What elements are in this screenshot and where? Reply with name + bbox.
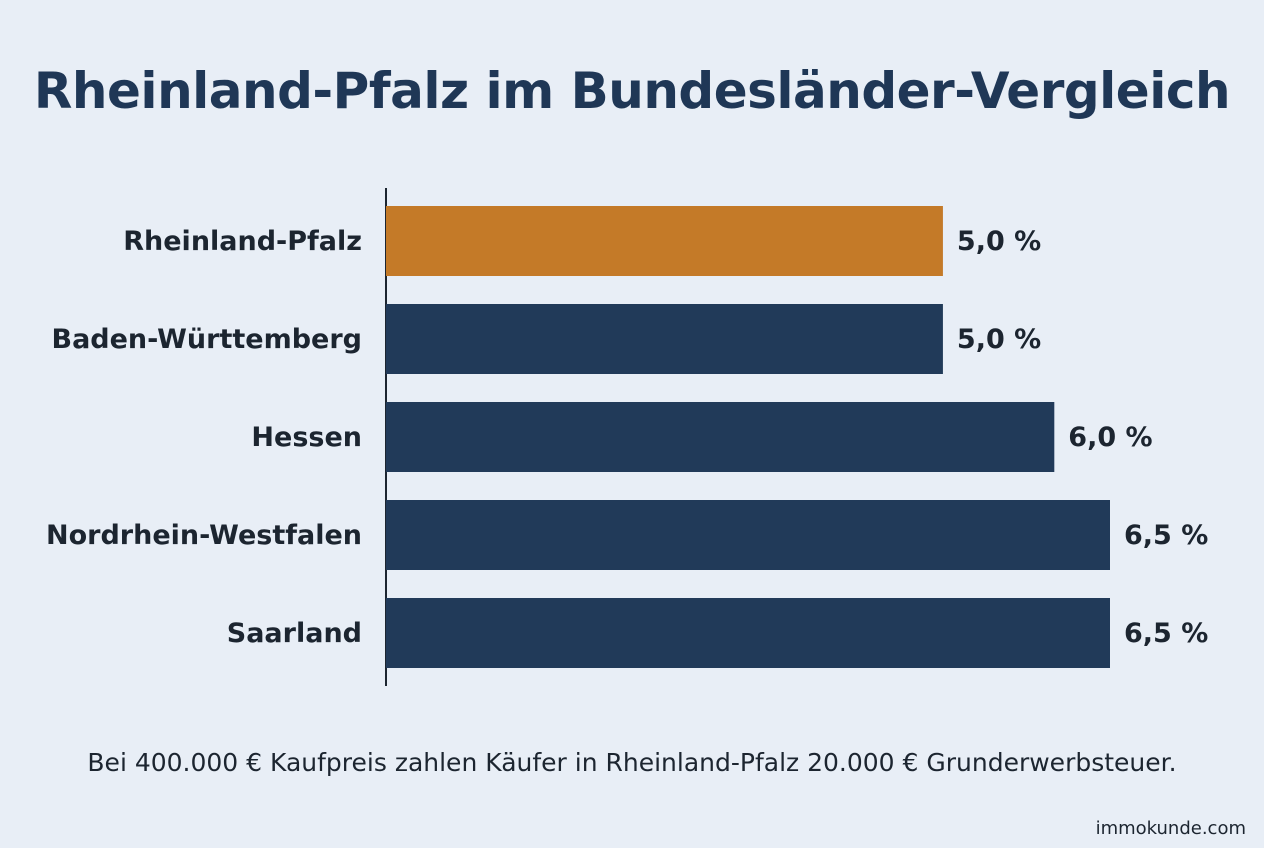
bar-2 — [386, 402, 1055, 472]
value-label: 6,5 % — [1124, 520, 1208, 551]
bar-1 — [386, 304, 943, 374]
category-label: Nordrhein-Westfalen — [46, 520, 362, 551]
value-label: 5,0 % — [957, 226, 1041, 257]
category-label: Rheinland-Pfalz — [123, 226, 362, 257]
value-label: 6,0 % — [1068, 422, 1152, 453]
bar-4 — [386, 598, 1110, 668]
category-label: Baden-Württemberg — [51, 324, 362, 355]
chart-title: Rheinland-Pfalz im Bundesländer-Vergleic… — [33, 62, 1231, 120]
bar-3 — [386, 500, 1110, 570]
category-label: Saarland — [227, 618, 362, 649]
bar-chart: Rheinland-Pfalz 5,0 % Baden-Württemberg 5,0… — [46, 188, 1208, 686]
footnote: Bei 400.000 € Kaufpreis zahlen Käufer in… — [87, 748, 1177, 777]
value-label: 5,0 % — [957, 324, 1041, 355]
brand-label: immokunde.com — [1095, 818, 1246, 839]
value-label: 6,5 % — [1124, 618, 1208, 649]
category-label: Hessen — [251, 422, 362, 453]
bar-0 — [386, 206, 943, 276]
